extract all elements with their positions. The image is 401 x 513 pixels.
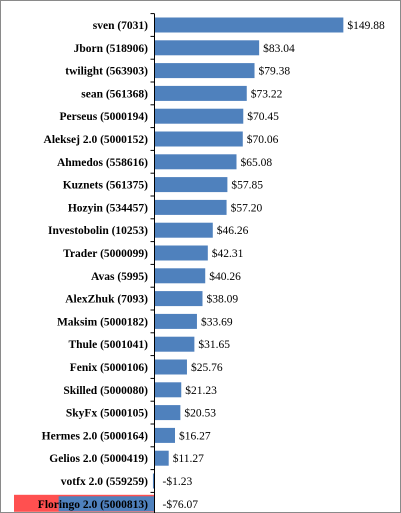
category-label: votfx 2.0 (559259) <box>61 476 148 488</box>
category-label: Ahmedos (558616) <box>57 157 148 169</box>
value-label: $40.26 <box>209 270 241 283</box>
category-label: Floringo 2.0 (5000813) <box>38 499 148 511</box>
value-label: $42.31 <box>212 247 244 260</box>
category-label: twilight (563903) <box>65 66 148 78</box>
value-label: $70.45 <box>247 110 279 123</box>
value-label: -$1.23 <box>163 475 193 488</box>
value-label: $73.22 <box>251 87 283 100</box>
category-label: Jborn (518906) <box>74 43 149 55</box>
bar <box>154 108 244 124</box>
value-label: $21.23 <box>185 384 217 397</box>
value-label: $33.69 <box>201 315 233 328</box>
category-label: Perseus (5000194) <box>60 111 149 123</box>
bar <box>154 313 197 329</box>
bar <box>154 245 208 261</box>
value-label: $149.88 <box>347 19 385 32</box>
bar <box>154 154 237 170</box>
category-label: Trader (5000099) <box>63 248 148 260</box>
category-label: Fenix (5000106) <box>70 362 148 374</box>
category-label: Gelios 2.0 (5000419) <box>49 453 148 465</box>
value-label: $57.20 <box>231 201 263 214</box>
bar <box>154 382 182 398</box>
bar <box>152 473 155 489</box>
category-label: Avas (5995) <box>91 271 148 283</box>
bar <box>154 405 181 421</box>
category-label: Hozyin (534457) <box>68 202 148 214</box>
category-label: Thule (5001041) <box>68 339 148 351</box>
value-label: $46.26 <box>217 224 249 237</box>
category-label: SkyFx (5000105) <box>66 408 148 420</box>
value-label: $70.06 <box>247 133 279 146</box>
bar <box>154 222 213 238</box>
value-label: $38.09 <box>206 293 238 306</box>
value-label: $25.76 <box>191 361 223 374</box>
category-label: Maksim (5000182) <box>57 316 148 328</box>
bar <box>154 268 206 284</box>
bar <box>154 359 187 375</box>
category-label: Hermes 2.0 (5000164) <box>42 430 149 442</box>
category-label: sven (7031) <box>93 20 148 32</box>
bar <box>154 40 260 56</box>
bar <box>154 63 255 79</box>
value-label: $31.65 <box>198 338 230 351</box>
bar <box>154 199 227 215</box>
bar <box>58 496 155 512</box>
value-label: $16.27 <box>179 429 211 442</box>
bar <box>154 177 228 193</box>
bar <box>154 427 175 443</box>
bar <box>154 85 247 101</box>
value-label: $83.04 <box>263 42 295 55</box>
category-label: Investobolin (10253) <box>48 225 148 237</box>
value-label: $20.53 <box>184 407 216 420</box>
value-label: $79.38 <box>259 65 291 78</box>
bar <box>154 291 203 307</box>
bar <box>154 336 195 352</box>
value-label: $65.08 <box>241 156 273 169</box>
value-label: -$76.07 <box>163 498 199 511</box>
bar <box>154 17 344 33</box>
category-label: Kuznets (561375) <box>63 180 148 192</box>
category-label: Aleksej 2.0 (5000152) <box>44 134 149 146</box>
value-label: $57.85 <box>231 179 263 192</box>
bar <box>154 131 243 147</box>
bar <box>154 450 169 466</box>
value-label: $11.27 <box>173 452 204 465</box>
category-label: AlexZhuk (7093) <box>65 294 148 306</box>
category-label: Skilled (5000080) <box>63 385 148 397</box>
category-label: sean (561368) <box>81 88 148 100</box>
